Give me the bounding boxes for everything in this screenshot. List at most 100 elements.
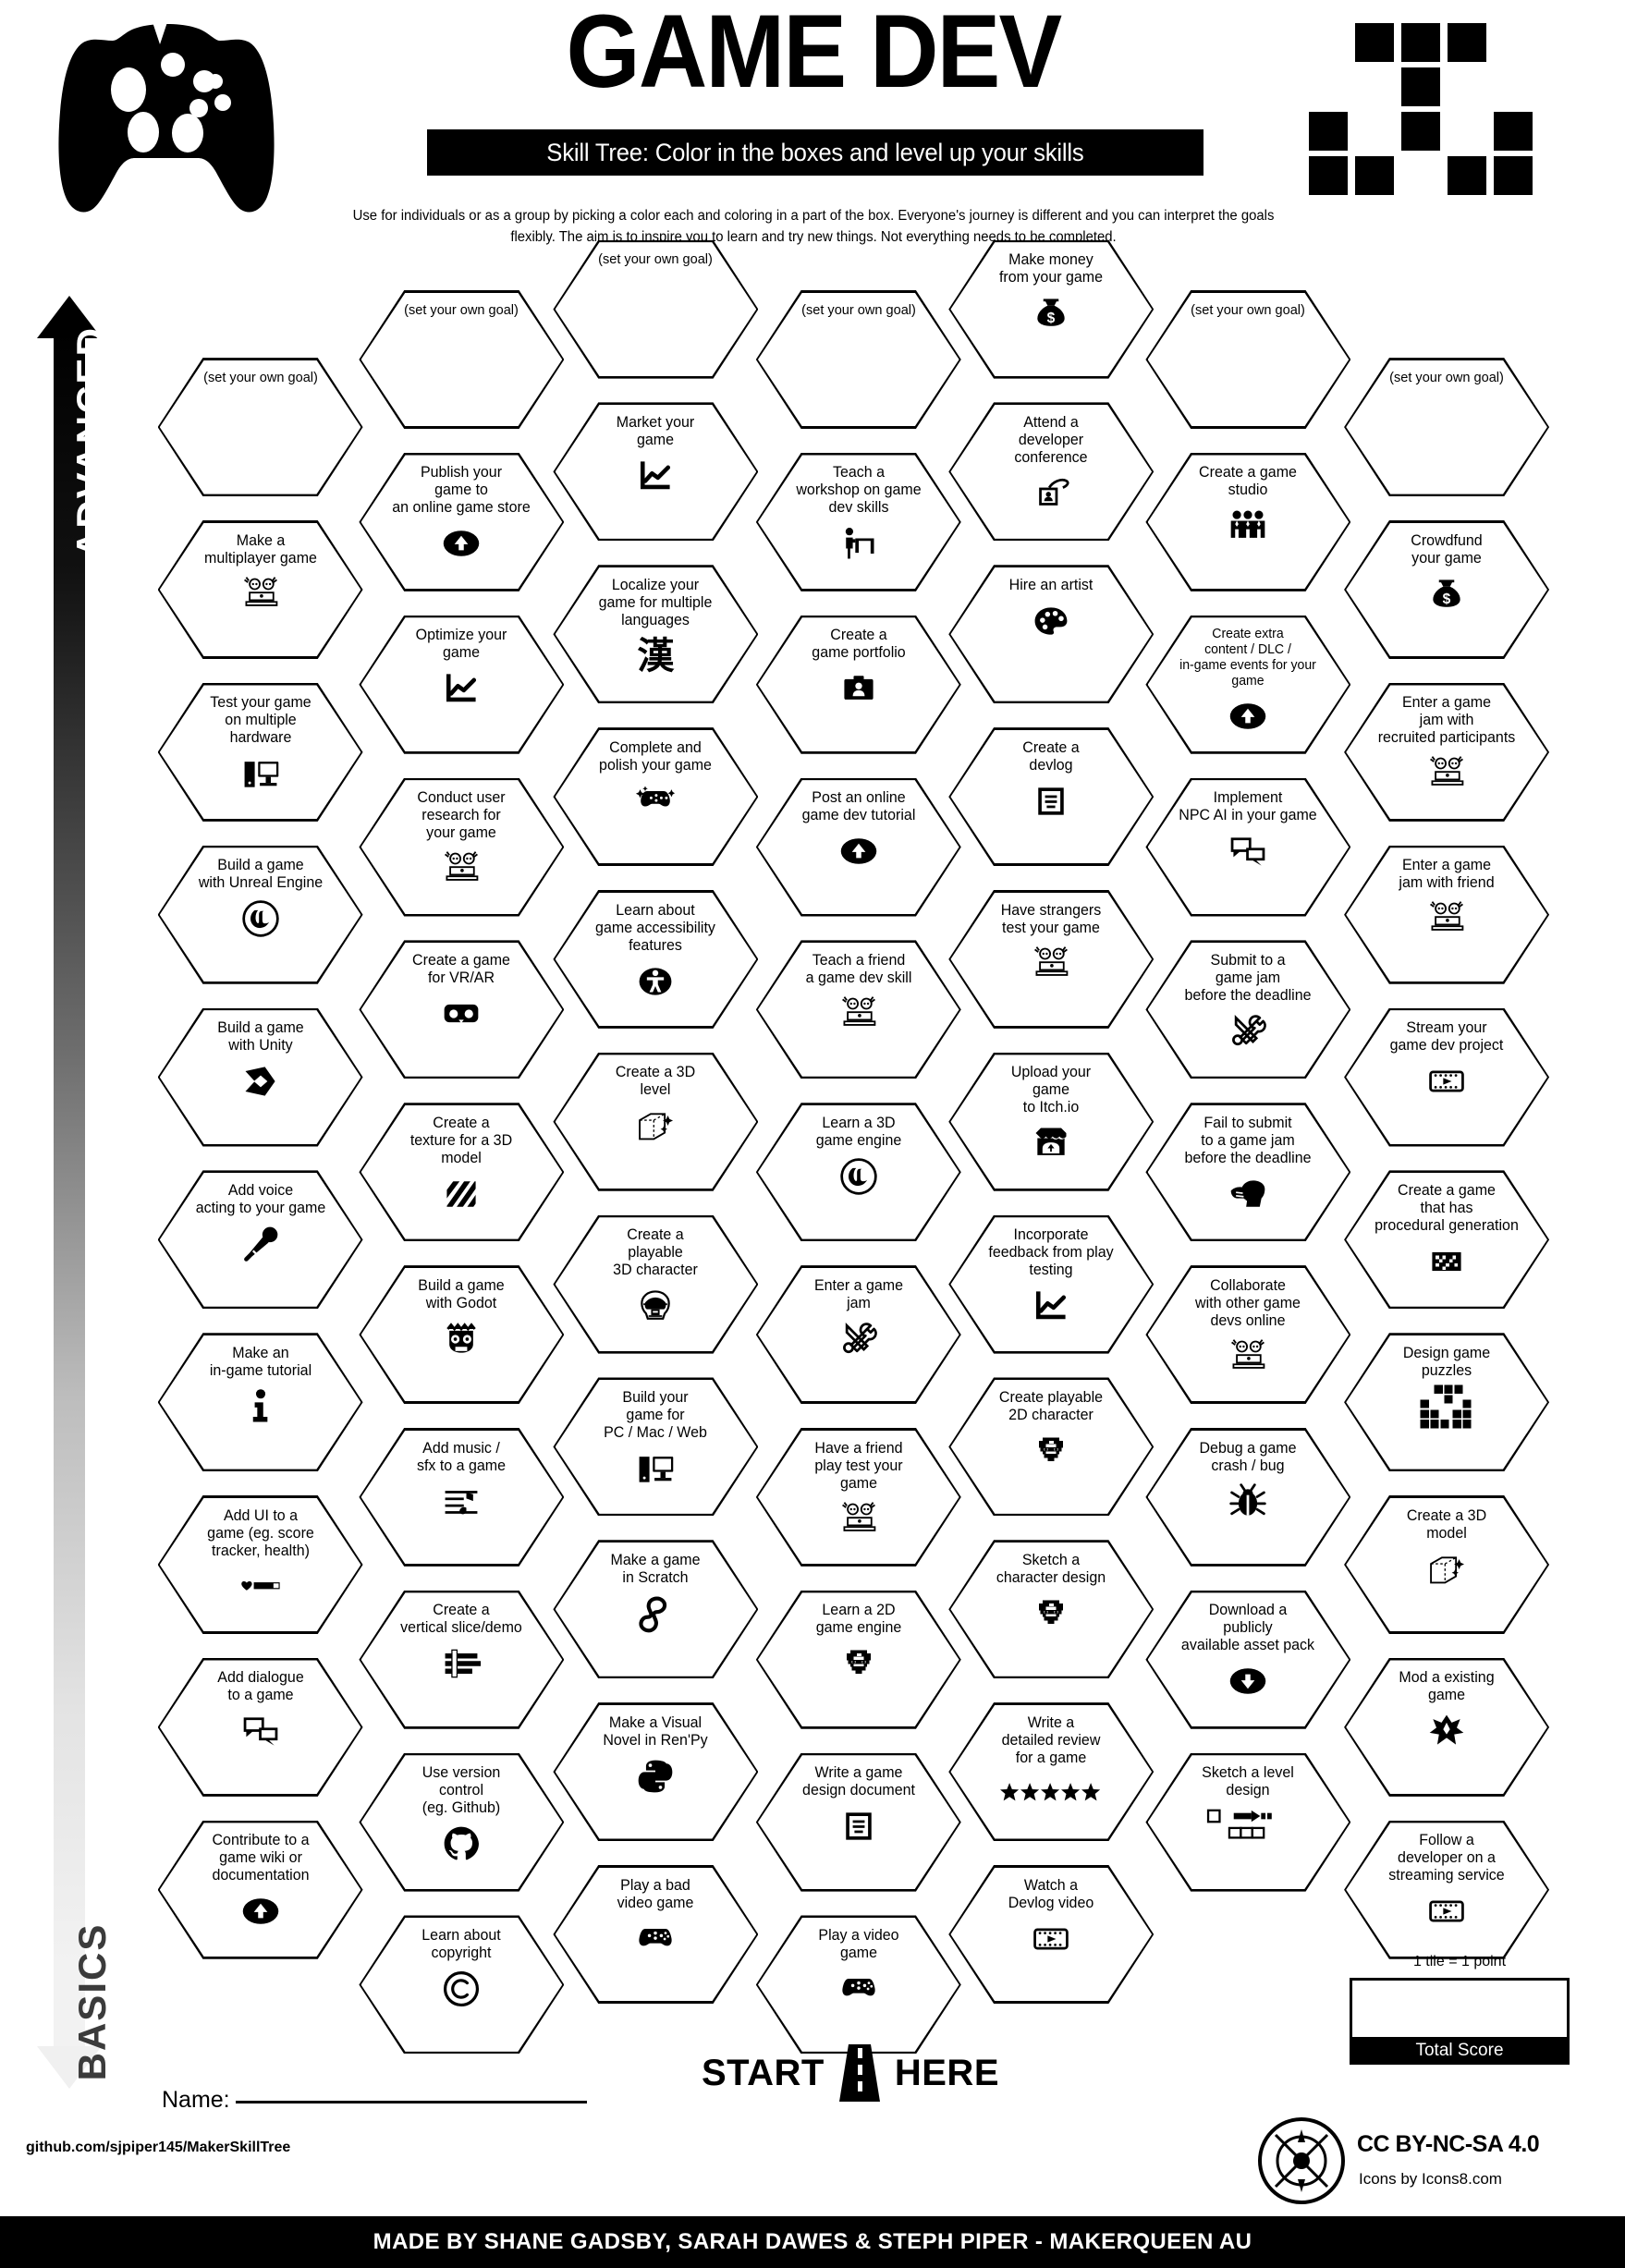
- skill-tile[interactable]: Submit to a game jam before the deadline: [1145, 940, 1351, 1079]
- skill-tile[interactable]: Make a Visual Novel in Ren'Py: [553, 1702, 759, 1842]
- tile-label: Design game puzzles: [1402, 1344, 1491, 1379]
- skill-tile[interactable]: Implement NPC AI in your game: [1145, 777, 1351, 917]
- skill-tile[interactable]: Create a game that has procedural generati…: [1344, 1170, 1550, 1310]
- skill-tile[interactable]: Build a game with Godot: [359, 1265, 565, 1405]
- skill-tile[interactable]: Stream your game dev project: [1344, 1007, 1550, 1147]
- skill-tile[interactable]: (set your own goal): [157, 358, 363, 497]
- github-link[interactable]: github.com/sjpiper145/MakerSkillTree: [26, 2140, 291, 2155]
- skill-tile[interactable]: Fail to submit to a game jam before the de…: [1145, 1103, 1351, 1242]
- skill-tile[interactable]: Teach a workshop on game dev skills: [755, 452, 961, 591]
- tile-label: Have a friend play test your game: [814, 1439, 903, 1492]
- pixel-face-icon: [1031, 1591, 1071, 1636]
- skill-tile[interactable]: Learn about copyright: [359, 1915, 565, 2055]
- skill-tile[interactable]: Play a video game: [755, 1915, 961, 2055]
- total-score-label: Total Score: [1350, 2037, 1570, 2065]
- skill-tile[interactable]: Have a friend play test your game: [755, 1427, 961, 1567]
- skill-tile[interactable]: Contribute to a game wiki or documentation: [157, 1820, 363, 1959]
- skill-tile[interactable]: Make money from your game $: [948, 239, 1155, 379]
- skill-tile[interactable]: Add music / sfx to a game: [359, 1427, 565, 1567]
- skill-tile[interactable]: Incorporate feedback from play testing: [948, 1214, 1155, 1354]
- tile-label: Teach a friend a game dev skill: [805, 951, 912, 986]
- skill-tile[interactable]: Add dialogue to a game: [157, 1657, 363, 1797]
- skill-tile[interactable]: (set your own goal): [1145, 290, 1351, 430]
- skill-tile[interactable]: (set your own goal): [359, 290, 565, 430]
- skill-tile[interactable]: Have strangers test your game: [948, 889, 1155, 1029]
- skill-tile[interactable]: Make a multiplayer game: [157, 520, 363, 659]
- skill-tile[interactable]: Write a game design document: [755, 1752, 961, 1892]
- copyright-icon: [441, 1967, 482, 2011]
- skill-tile[interactable]: Collaborate with other game devs online: [1145, 1265, 1351, 1405]
- skill-tile[interactable]: Crowdfund your game $: [1344, 520, 1550, 659]
- tile-content: Build a game with Unity: [159, 1010, 361, 1144]
- tile-label: Create a vertical slice/demo: [400, 1602, 523, 1637]
- skill-tile[interactable]: Sketch a character design: [948, 1540, 1155, 1679]
- skill-tile[interactable]: Add UI to a game (eg. score tracker, healt…: [157, 1495, 363, 1635]
- skill-tile[interactable]: Build a game with Unity: [157, 1007, 363, 1147]
- skill-tile[interactable]: Upload your game to Itch.io: [948, 1052, 1155, 1191]
- skill-tile[interactable]: Conduct user research for your game: [359, 777, 565, 917]
- skill-tile[interactable]: Add voice acting to your game: [157, 1170, 363, 1310]
- tile-content: Add music / sfx to a game: [360, 1430, 563, 1565]
- skill-tile[interactable]: Watch a Devlog video: [948, 1864, 1155, 2004]
- skill-tile[interactable]: Use version control (eg. Github): [359, 1752, 565, 1892]
- upload-circle-icon: [1228, 694, 1268, 738]
- skill-tile[interactable]: (set your own goal): [553, 239, 759, 379]
- tile-label: Download a publicly available asset pack: [1181, 1602, 1315, 1654]
- skill-tile[interactable]: Play a bad video game: [553, 1864, 759, 2004]
- skill-tile[interactable]: Post an online game dev tutorial: [755, 777, 961, 917]
- skill-tile[interactable]: Test your game on multiple hardware: [157, 682, 363, 822]
- skill-tile[interactable]: Download a publicly available asset pack: [1145, 1590, 1351, 1729]
- skill-tile[interactable]: Create a devlog: [948, 727, 1155, 867]
- skill-tile[interactable]: Build a game with Unreal Engine: [157, 845, 363, 984]
- icons-credit-text: Icons by Icons8.com: [1359, 2170, 1502, 2188]
- skill-tile[interactable]: Follow a developer on a streaming service: [1344, 1820, 1550, 1959]
- start-here-marker: START HERE: [684, 2042, 1017, 2103]
- skill-tile[interactable]: Create extra content / DLC / in-game event…: [1145, 615, 1351, 754]
- tile-content: Create a 3D model: [1346, 1497, 1547, 1632]
- skill-tile[interactable]: Market your game: [553, 402, 759, 542]
- name-input-line[interactable]: [235, 2101, 587, 2103]
- tools-icon: [838, 1317, 879, 1361]
- skill-tile[interactable]: Learn a 2D game engine: [755, 1590, 961, 1729]
- skill-tile[interactable]: Hire an artist: [948, 565, 1155, 704]
- skill-tile[interactable]: Create a 3D level: [553, 1052, 759, 1191]
- skill-tile[interactable]: Learn about game accessibility features: [553, 889, 759, 1029]
- skill-tile[interactable]: Debug a game crash / bug: [1145, 1427, 1351, 1567]
- texture-hatch-icon: [441, 1172, 482, 1216]
- skill-tile[interactable]: Make an in-game tutorial: [157, 1333, 363, 1472]
- skill-tile[interactable]: Attend a developer conference: [948, 402, 1155, 542]
- skill-tile[interactable]: Enter a game jam with friend: [1344, 845, 1550, 984]
- skill-tile[interactable]: Create playable 2D character: [948, 1377, 1155, 1517]
- skill-tile[interactable]: Enter a game jam with recruited participan…: [1344, 682, 1550, 822]
- skill-tile[interactable]: (set your own goal): [1344, 358, 1550, 497]
- skill-tile[interactable]: Write a detailed review for a game: [948, 1702, 1155, 1842]
- tile-content: Download a publicly available asset pack: [1147, 1592, 1350, 1727]
- tile-label: Teach a workshop on game dev skills: [796, 464, 922, 517]
- skill-tile[interactable]: Enter a game jam: [755, 1265, 961, 1405]
- tile-content: Follow a developer on a streaming service: [1346, 1823, 1547, 1957]
- skill-tile[interactable]: (set your own goal): [755, 290, 961, 430]
- skill-tile[interactable]: Create a game studio: [1145, 452, 1351, 591]
- tile-content: Create playable 2D character: [950, 1380, 1153, 1514]
- tile-content: Complete and polish your game: [555, 729, 757, 864]
- skill-tile[interactable]: Make a game in Scratch: [553, 1540, 759, 1679]
- skill-tile[interactable]: Localize your game for multiple languages 漢: [553, 565, 759, 704]
- skill-tile[interactable]: Optimize your game: [359, 615, 565, 754]
- skill-tile[interactable]: Design game puzzles: [1344, 1333, 1550, 1472]
- tile-content: Build a game with Unreal Engine: [159, 847, 361, 982]
- skill-tile[interactable]: Complete and polish your game: [553, 727, 759, 867]
- skill-tile[interactable]: Create a game for VR/AR: [359, 940, 565, 1079]
- skill-tile[interactable]: Teach a friend a game dev skill: [755, 940, 961, 1079]
- skill-tile[interactable]: Sketch a level design: [1145, 1752, 1351, 1892]
- tile-label: Play a bad video game: [617, 1876, 694, 1911]
- skill-tile[interactable]: Create a playable 3D character: [553, 1214, 759, 1354]
- skill-tile[interactable]: Mod a existing game: [1344, 1657, 1550, 1797]
- skill-tile[interactable]: Publish your game to an online game store: [359, 452, 565, 591]
- skill-tile[interactable]: Create a vertical slice/demo: [359, 1590, 565, 1729]
- three-people-icon: [1228, 504, 1268, 548]
- skill-tile[interactable]: Create a texture for a 3D model: [359, 1103, 565, 1242]
- skill-tile[interactable]: Create a game portfolio: [755, 615, 961, 754]
- skill-tile[interactable]: Learn a 3D game engine: [755, 1103, 961, 1242]
- skill-tile[interactable]: Create a 3D model: [1344, 1495, 1550, 1635]
- skill-tile[interactable]: Build your game for PC / Mac / Web: [553, 1377, 759, 1517]
